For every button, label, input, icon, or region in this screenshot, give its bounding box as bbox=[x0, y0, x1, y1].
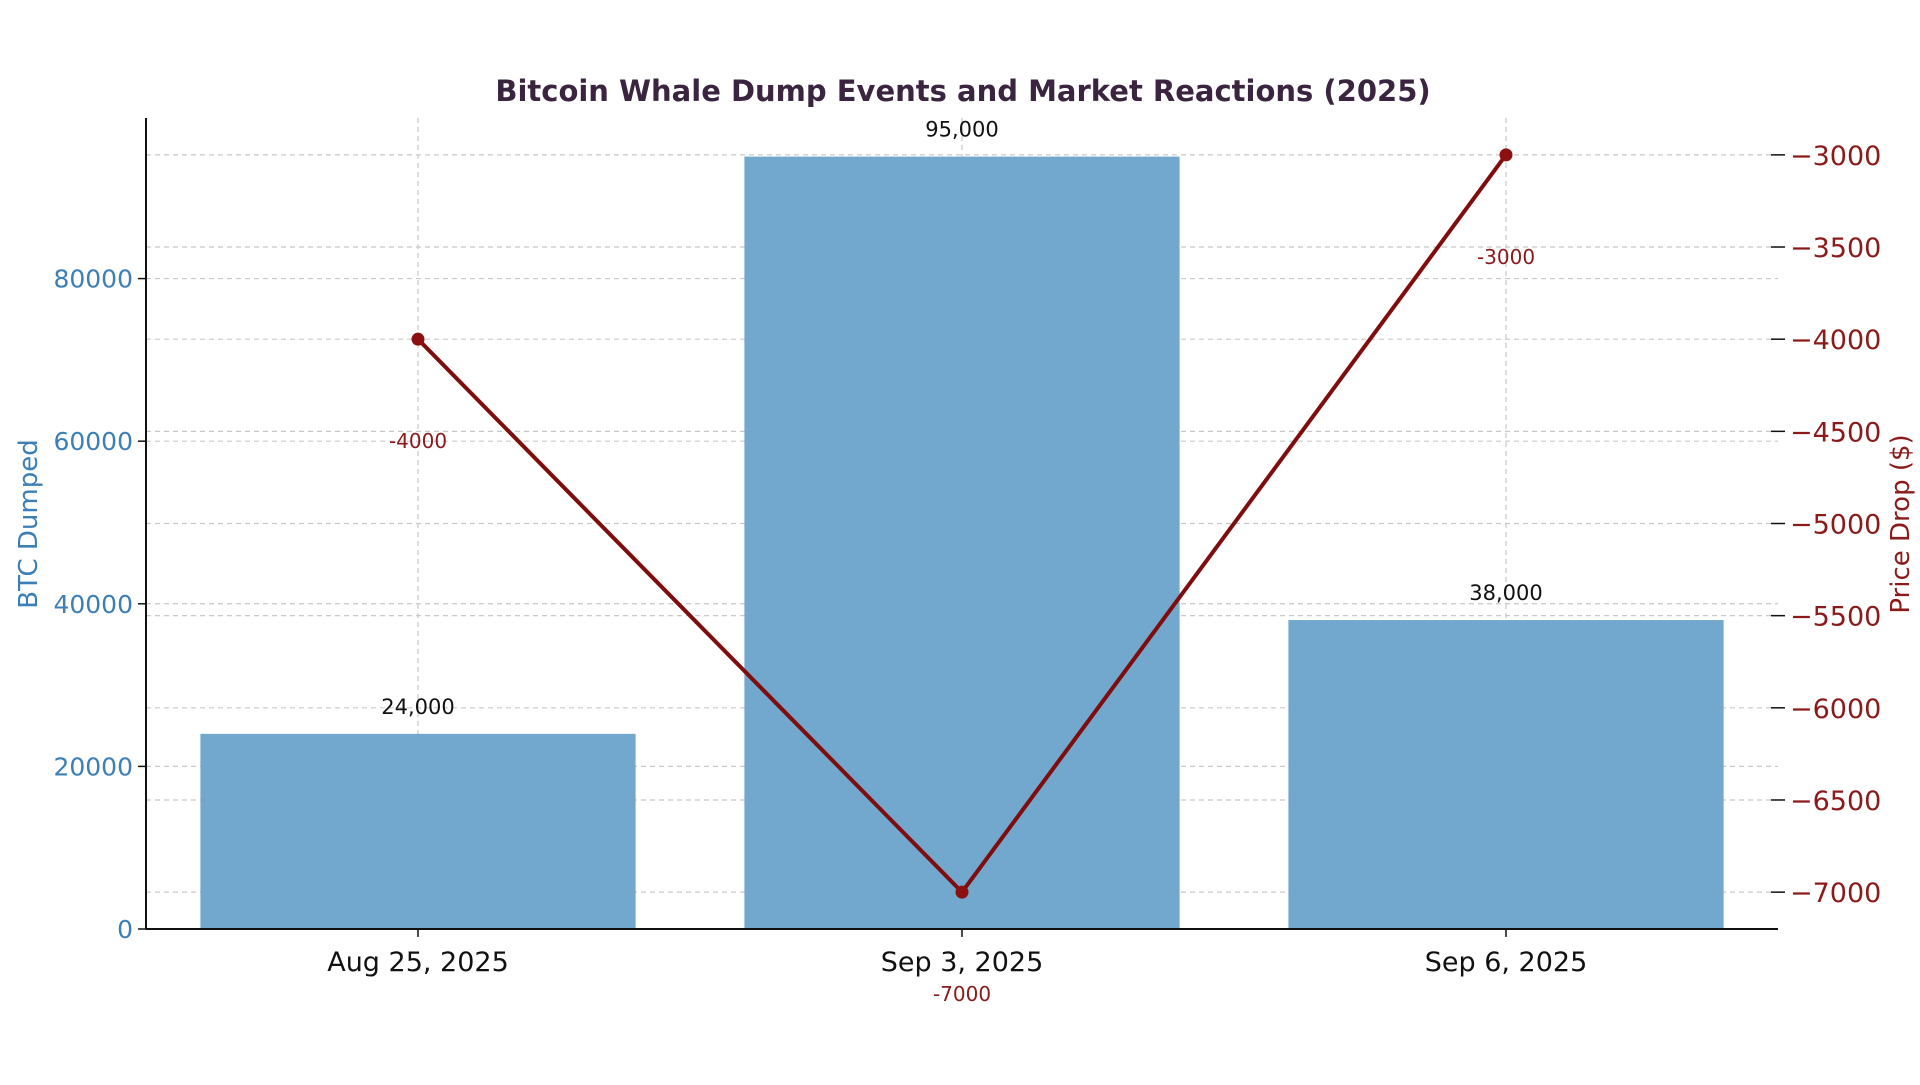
right-tick-label: −6000 bbox=[1790, 694, 1881, 725]
right-tick-label: −5000 bbox=[1790, 510, 1881, 541]
left-tick-label: 80000 bbox=[53, 265, 133, 294]
right-tick-label: −3500 bbox=[1790, 233, 1881, 264]
left-tick-label: 40000 bbox=[53, 590, 133, 619]
right-tick-label: −7000 bbox=[1790, 878, 1881, 909]
bar-value-label: 95,000 bbox=[925, 118, 998, 142]
price-drop-point bbox=[955, 885, 969, 899]
bar-value-label: 38,000 bbox=[1469, 581, 1542, 605]
right-tick-label: −4500 bbox=[1790, 417, 1881, 448]
price-drop-value-label: -4000 bbox=[389, 429, 447, 453]
line-layer bbox=[411, 148, 1513, 899]
left-tick-label: 0 bbox=[117, 915, 133, 944]
bar bbox=[744, 156, 1180, 930]
left-tick-label: 20000 bbox=[53, 752, 133, 781]
bar bbox=[1288, 620, 1724, 929]
left-tick-label: 60000 bbox=[53, 427, 133, 456]
x-tick-label: Sep 3, 2025 bbox=[881, 947, 1044, 978]
bar bbox=[200, 733, 636, 929]
bar-layer bbox=[200, 156, 1724, 930]
x-tick-label: Aug 25, 2025 bbox=[327, 947, 509, 978]
axes-layer: 0 20000 40000 60000 80000 −3000 −3500 −4000 −450… bbox=[53, 118, 1881, 978]
bar-value-label: 24,000 bbox=[381, 695, 454, 719]
right-tick-label: −4000 bbox=[1790, 325, 1881, 356]
price-drop-point bbox=[1499, 148, 1513, 162]
price-drop-value-label: -7000 bbox=[933, 982, 991, 1006]
x-tick-label: Sep 6, 2025 bbox=[1425, 947, 1588, 978]
right-tick-label: −3000 bbox=[1790, 141, 1881, 172]
price-drop-value-label: -3000 bbox=[1477, 245, 1535, 269]
right-axis-label: Price Drop ($) bbox=[1886, 434, 1916, 613]
left-axis-label: BTC Dumped bbox=[14, 439, 44, 608]
price-drop-point bbox=[411, 332, 425, 346]
right-tick-label: −6500 bbox=[1790, 786, 1881, 817]
right-tick-label: −5500 bbox=[1790, 602, 1881, 633]
chart-title: Bitcoin Whale Dump Events and Market Rea… bbox=[495, 74, 1430, 108]
label-layer: 24,000 95,000 38,000 -4000 -7000 -3000 bbox=[381, 118, 1542, 1007]
